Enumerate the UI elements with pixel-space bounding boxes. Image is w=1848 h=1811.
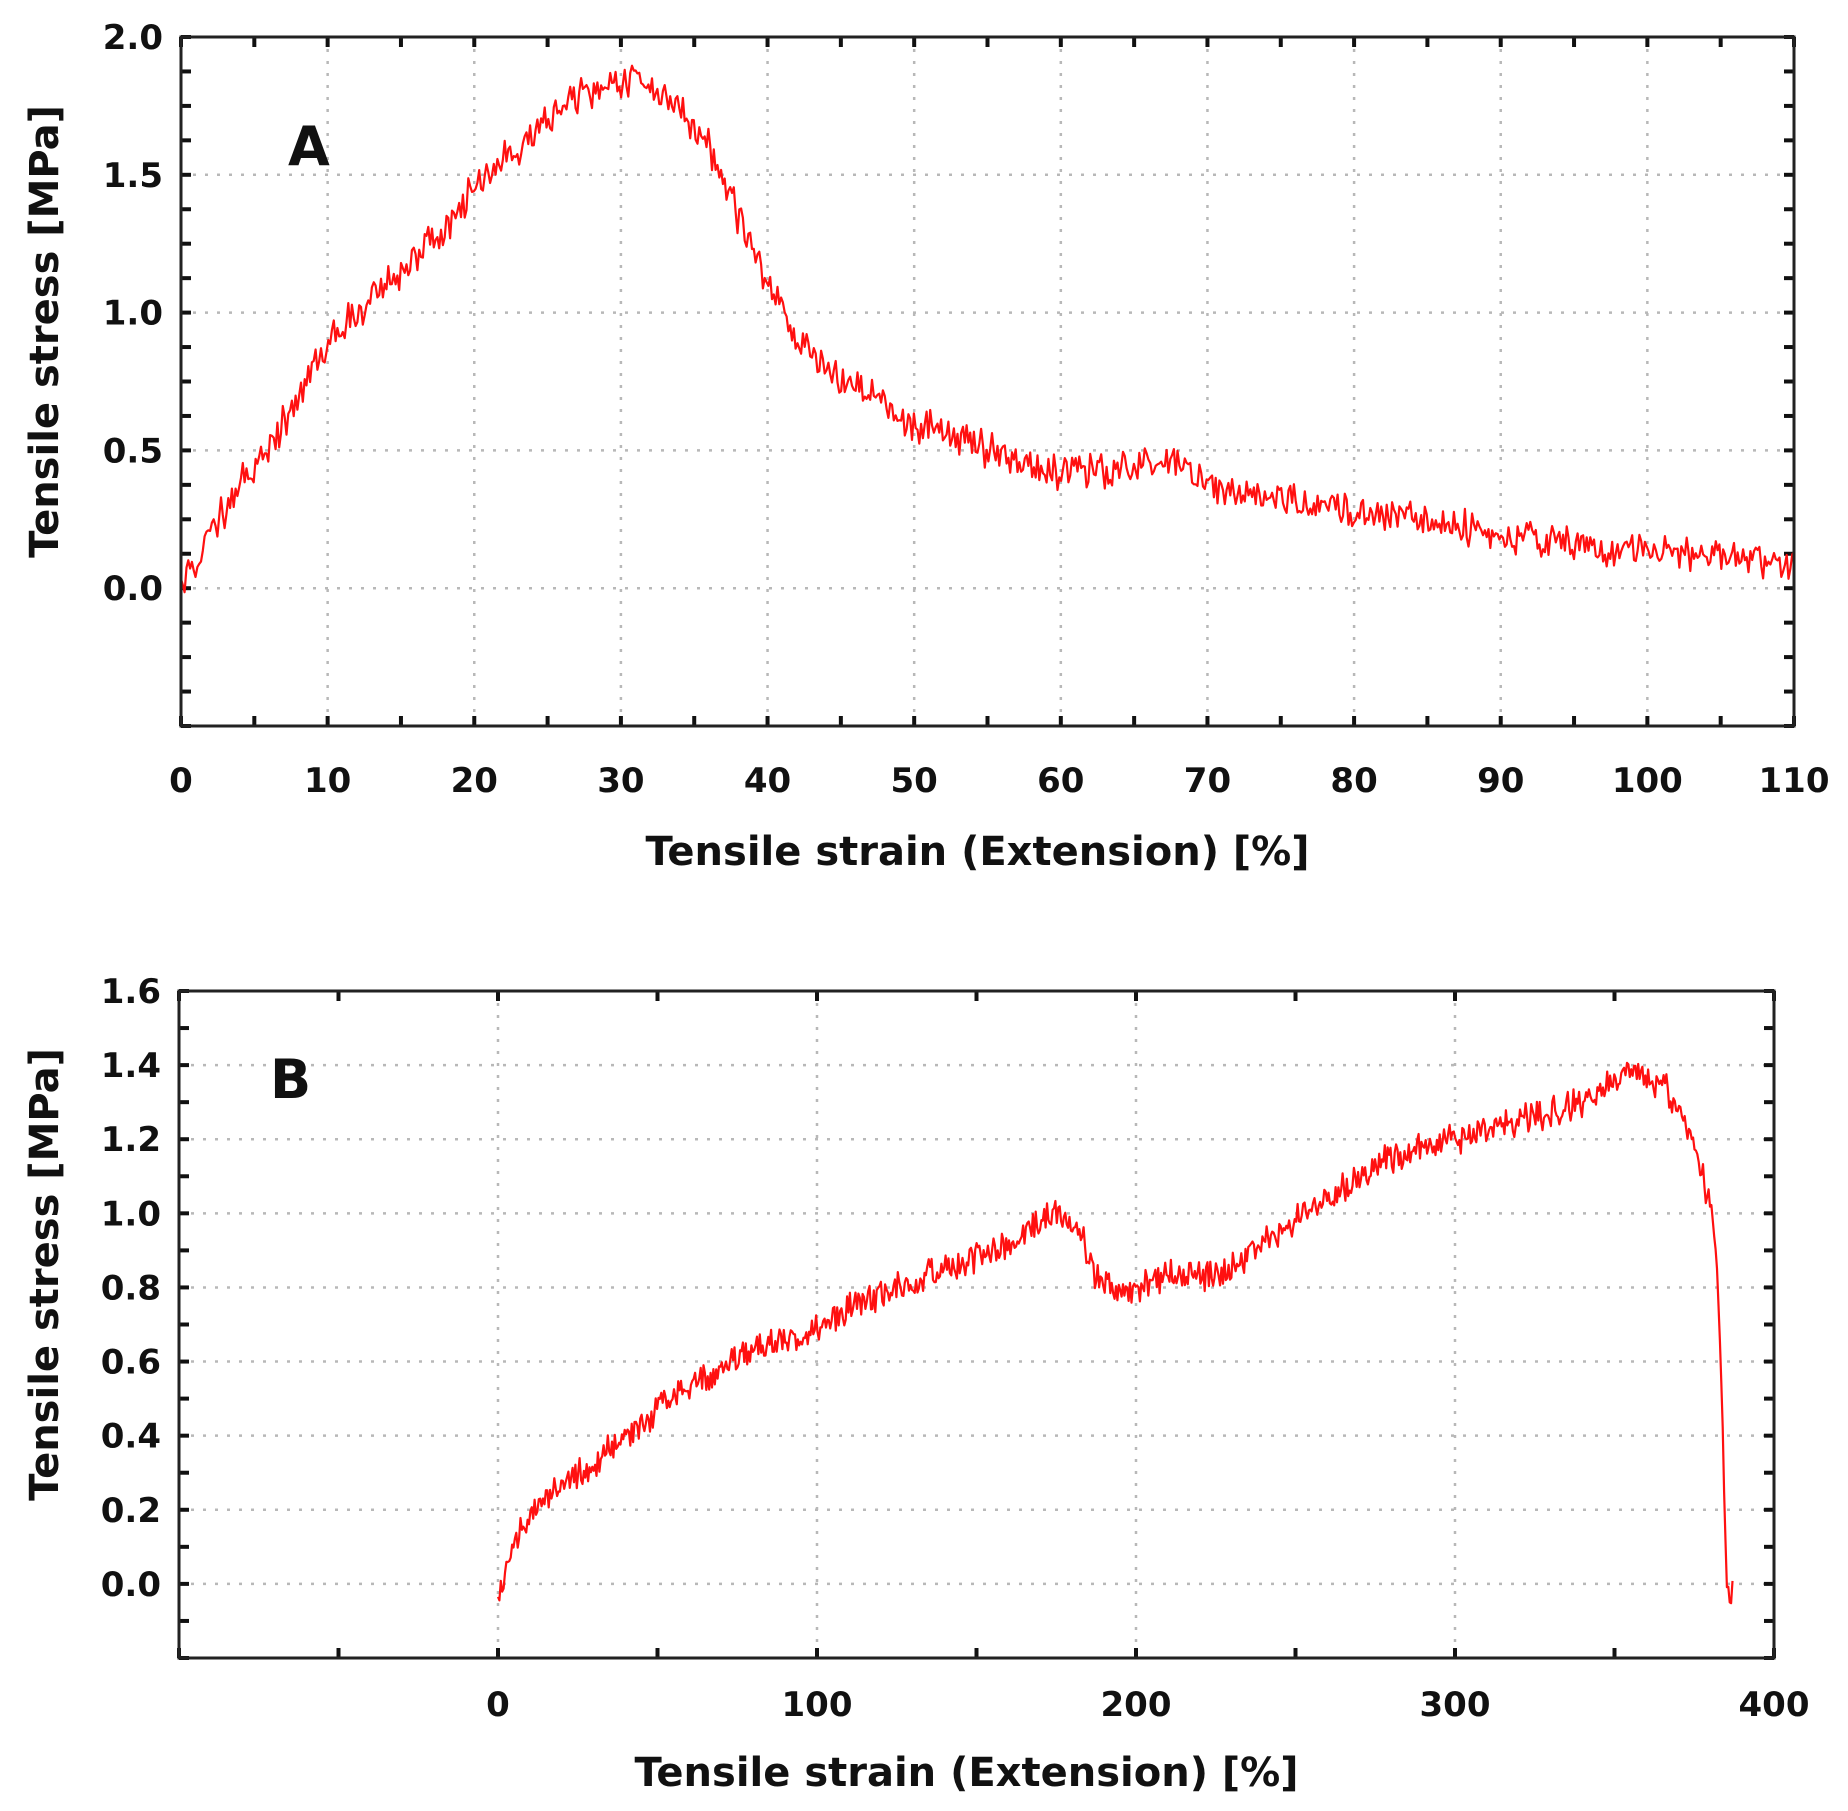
x-tick-label: 60 [1037,761,1084,801]
series-line-A [179,64,1795,594]
x-tick-label: 50 [891,761,938,801]
y-axis-title: Tensile stress [MPa] [22,1048,68,1501]
x-tick-label: 100 [782,1685,853,1725]
y-tick-label: 0.2 [101,1491,161,1531]
x-tick-label: 0 [486,1685,510,1725]
x-tick-label: 80 [1330,761,1377,801]
x-tick-label: 100 [1612,761,1683,801]
x-tick-label: 110 [1759,761,1830,801]
panel-label: A [288,115,330,178]
x-tick-label: 200 [1101,1685,1172,1725]
y-axis-title: Tensile stress [MPa] [22,105,68,558]
y-tick-label: 0.8 [101,1268,161,1308]
plot-frame [179,35,1796,728]
y-tick-label: 1.2 [101,1120,161,1160]
y-tick-label: 1.0 [101,1194,161,1234]
x-tick-label: 0 [169,761,193,801]
y-tick-label: 1.0 [103,294,163,334]
x-axis-title: Tensile strain (Extension) [%] [634,1750,1298,1796]
y-tick-label: 0.0 [101,1565,161,1605]
x-tick-label: 400 [1739,1685,1810,1725]
y-tick-label: 2.0 [103,18,163,58]
y-tick-label: 0.0 [103,569,163,609]
panel-b: 0 100 200 300 400 0.0 0.2 0.4 0.6 0.8 1.0 1.2 1.4 1.6… [22,972,1809,1796]
x-tick-label: 90 [1477,761,1524,801]
y-tick-label: 1.5 [103,156,163,196]
series-line-B [496,1061,1734,1605]
x-tick-label: 300 [1420,1685,1491,1725]
grid [179,991,1774,1658]
x-tick-label: 30 [597,761,644,801]
panel-a: 0 10 20 30 40 50 60 70 80 90 100 110 0.0 0.5 1.0 1.5 2.0… [22,18,1829,875]
x-tick-label: 20 [451,761,498,801]
x-axis-title: Tensile strain (Extension) [%] [645,829,1309,875]
x-tick-label: 10 [304,761,351,801]
x-tick-label: 40 [744,761,791,801]
plot-frame [177,989,1776,1660]
panel-label: B [270,1048,311,1111]
x-tick-label: 70 [1184,761,1231,801]
y-tick-label: 1.6 [101,972,161,1012]
y-tick-label: 0.6 [101,1343,161,1383]
y-tick-label: 0.4 [101,1417,161,1457]
y-tick-label: 0.5 [103,431,163,471]
y-tick-label: 1.4 [101,1046,161,1086]
grid [181,37,1794,726]
